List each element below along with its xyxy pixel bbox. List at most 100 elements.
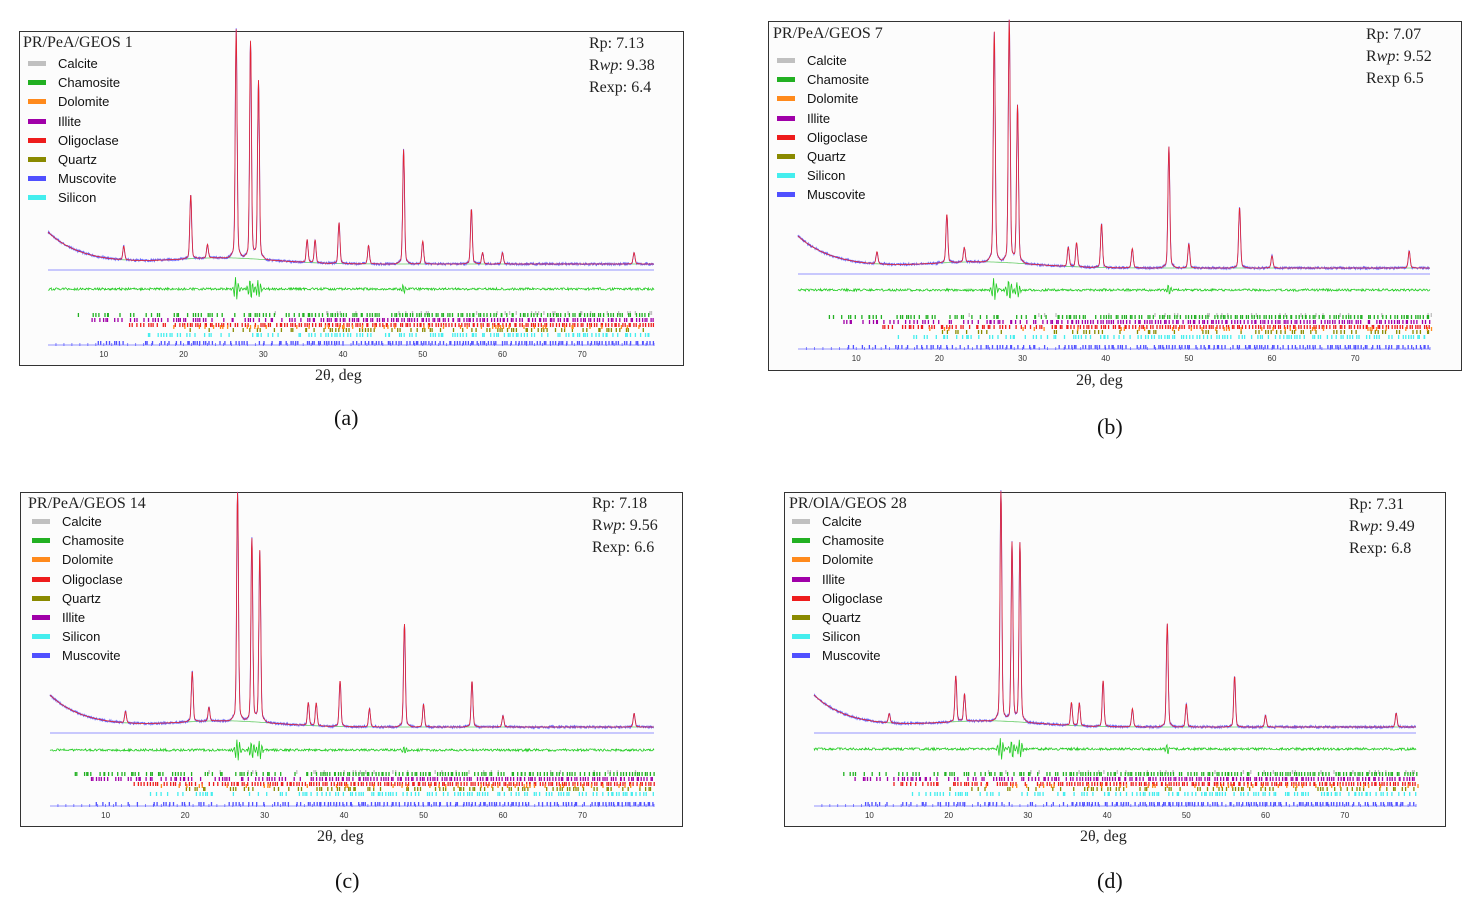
reflection-ticks-quartz xyxy=(941,330,1430,334)
legend-swatch xyxy=(28,61,46,67)
legend-entry-muscovite: Muscovite xyxy=(792,646,884,665)
panel-title-c: PR/PeA/GEOS 14 xyxy=(28,495,146,512)
reflection-ticks-muscovite xyxy=(864,802,1415,806)
legend-label: Oligoclase xyxy=(62,571,123,587)
x-tick-label: 50 xyxy=(1184,354,1193,363)
legend-label: Dolomite xyxy=(807,91,859,107)
x-axis-label-c: 2θ, deg xyxy=(317,828,364,845)
legend-label: Illite xyxy=(58,113,82,129)
x-tick-label: 60 xyxy=(1261,811,1270,820)
reflection-ticks-chamosite xyxy=(74,772,655,776)
x-tick-label: 10 xyxy=(852,354,861,363)
legend-label: Oligoclase xyxy=(58,132,119,148)
legend-entry-calcite: Calcite xyxy=(792,512,884,531)
legend-entry-dolomite: Dolomite xyxy=(32,550,124,569)
legend-entry-chamosite: Chamosite xyxy=(28,73,120,92)
reflection-ticks-silicon xyxy=(897,335,1426,339)
legend-swatch xyxy=(792,615,810,621)
calculated-pattern xyxy=(797,19,1430,269)
caption-c: (c) xyxy=(335,868,360,893)
legend-label: Muscovite xyxy=(62,648,121,664)
legend-entry-dolomite: Dolomite xyxy=(792,550,884,569)
legend-entry-dolomite: Dolomite xyxy=(777,89,869,108)
legend-entry-chamosite: Chamosite xyxy=(792,531,884,550)
panel-title-a: PR/PeA/GEOS 1 xyxy=(23,34,133,51)
legend-entry-quartz: Quartz xyxy=(792,608,884,627)
reflection-ticks-chamosite xyxy=(77,313,650,317)
rwp-value: Rwp: 9.38 xyxy=(589,57,655,74)
rp-value: Rp: 7.18 xyxy=(592,495,648,512)
legend-label: Dolomite xyxy=(62,552,114,568)
calculated-pattern xyxy=(47,29,654,265)
legend-entry-oligoclase: Oligoclase xyxy=(28,131,120,150)
legend-swatch xyxy=(32,519,50,525)
reflection-ticks-muscovite xyxy=(97,341,655,345)
x-tick-label: 70 xyxy=(1340,811,1349,820)
plot-frame-a xyxy=(19,31,684,366)
legend-swatch xyxy=(777,192,795,198)
legend-c: Calcite Chamosite Dolomite Oligoclase Quartz… xyxy=(32,512,124,666)
x-tick-label: 30 xyxy=(260,811,269,820)
x-tick-label: 70 xyxy=(578,350,587,359)
legend-label: Muscovite xyxy=(58,171,117,187)
reflection-ticks-chamosite xyxy=(828,315,1430,319)
plot-frame-c xyxy=(20,492,683,827)
x-tick-label: 20 xyxy=(179,350,188,359)
difference-curve xyxy=(797,278,1431,300)
legend-label: Quartz xyxy=(62,590,102,606)
reflection-ticks-chamosite xyxy=(843,772,1418,776)
calculated-pattern xyxy=(49,492,654,728)
x-tick-label: 40 xyxy=(339,350,348,359)
x-tick-label: 60 xyxy=(499,811,508,820)
legend-label: Chamosite xyxy=(822,533,885,549)
legend-entry-silicon: Silicon xyxy=(32,627,124,646)
caption-d: (d) xyxy=(1097,868,1123,893)
legend-label: Oligoclase xyxy=(822,590,883,606)
legend-swatch xyxy=(777,173,795,179)
rp-value: Rp: 7.31 xyxy=(1349,496,1405,513)
x-tick-label: 30 xyxy=(259,350,268,359)
reflection-ticks-silicon xyxy=(149,792,654,796)
legend-entry-illite: Illite xyxy=(32,608,124,627)
rexp-value: Rexp: 6.4 xyxy=(589,79,652,96)
rwp-value: Rwp: 9.52 xyxy=(1366,48,1432,65)
rexp-value: Rexp: 6.8 xyxy=(1349,540,1412,557)
legend-label: Calcite xyxy=(807,53,847,69)
legend-entry-dolomite: Dolomite xyxy=(28,92,120,111)
legend-swatch xyxy=(28,157,46,163)
reflection-ticks-illite xyxy=(90,777,653,781)
legend-swatch xyxy=(32,538,50,544)
legend-label: Dolomite xyxy=(822,552,874,568)
reflection-ticks-dolomite xyxy=(985,784,1419,788)
legend-swatch xyxy=(792,538,810,544)
legend-label: Silicon xyxy=(822,629,861,645)
x-tick-label: 40 xyxy=(1103,811,1112,820)
legend-entry-silicon: Silicon xyxy=(792,627,884,646)
legend-swatch xyxy=(32,576,50,582)
reflection-ticks-illite xyxy=(91,318,654,322)
rwp-value: Rwp: 9.49 xyxy=(1349,518,1415,535)
legend-entry-silicon: Silicon xyxy=(28,188,120,207)
rwp-value: Rwp: 9.56 xyxy=(592,517,658,534)
reflection-ticks-quartz xyxy=(185,787,652,791)
x-tick-label: 40 xyxy=(340,811,349,820)
legend-entry-calcite: Calcite xyxy=(777,51,869,70)
rexp-value: Rexp 6.5 xyxy=(1366,70,1424,87)
difference-curve xyxy=(47,277,655,300)
x-tick-label: 60 xyxy=(498,350,507,359)
reflection-ticks-dolomite xyxy=(160,784,641,788)
legend-label: Illite xyxy=(62,610,86,626)
legend-swatch xyxy=(777,58,795,64)
legend-label: Oligoclase xyxy=(807,129,868,145)
x-tick-label: 20 xyxy=(181,811,190,820)
reflection-ticks-dolomite xyxy=(173,325,640,329)
reflection-ticks-oligoclase xyxy=(882,325,1430,329)
x-tick-label: 70 xyxy=(1351,354,1360,363)
legend-label: Quartz xyxy=(807,149,847,165)
x-axis-label-a: 2θ, deg xyxy=(315,367,362,384)
legend-entry-calcite: Calcite xyxy=(28,54,120,73)
caption-b: (b) xyxy=(1097,414,1123,439)
legend-swatch xyxy=(28,80,46,86)
legend-swatch xyxy=(28,137,46,143)
legend-label: Muscovite xyxy=(807,187,866,203)
